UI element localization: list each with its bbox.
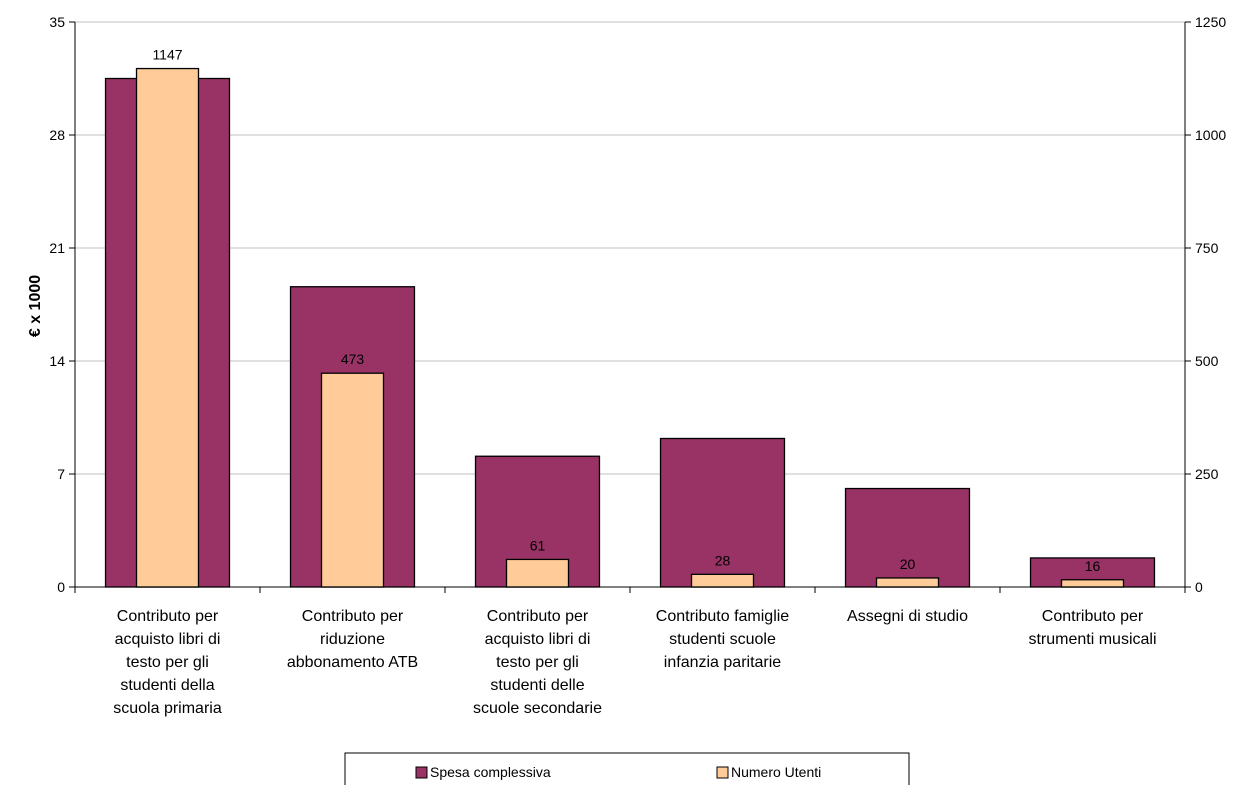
y2-tick-label: 0 (1195, 579, 1203, 595)
y-tick-label: 28 (49, 127, 65, 143)
category-label: Contributo per (302, 608, 404, 625)
bar-utenti (875, 577, 940, 588)
category-label: abbonamento ATB (287, 654, 418, 671)
y2-tick-label: 750 (1195, 240, 1219, 256)
gridlines (75, 21, 1185, 475)
y-tick-label: 21 (49, 240, 65, 256)
bar-utenti (320, 372, 385, 588)
bar-spesa (844, 487, 971, 588)
category-label: Contributo per (1042, 608, 1144, 625)
category-label: acquisto libri di (485, 631, 591, 648)
bars (104, 67, 1156, 588)
bar-spesa (659, 437, 786, 588)
bar-utenti (505, 558, 570, 588)
data-label: 20 (900, 556, 916, 572)
category-label: infanzia paritarie (664, 654, 782, 671)
y2-tick-label: 500 (1195, 353, 1219, 369)
bar-utenti (1060, 579, 1125, 588)
category-label: riduzione (320, 631, 385, 648)
bar-utenti (690, 573, 755, 588)
category-label: scuola primaria (113, 700, 222, 717)
y2-tick-label: 250 (1195, 466, 1219, 482)
data-label: 61 (530, 537, 546, 553)
legend-box (344, 752, 910, 785)
category-label: strumenti musicali (1028, 631, 1156, 648)
category-label: studenti delle (490, 677, 584, 694)
category-label: scuole secondarie (473, 700, 602, 717)
legend-swatch-utenti (716, 766, 729, 779)
legend-label-spesa: Spesa complessiva (430, 764, 551, 780)
category-label: acquisto libri di (115, 631, 221, 648)
data-label: 473 (341, 351, 365, 367)
labels: 1147 Contributo per acquisto libri di testo… (113, 47, 1156, 717)
data-label: 1147 (152, 47, 182, 63)
y-tick-label: 35 (49, 14, 65, 30)
data-label: 28 (715, 552, 731, 568)
legend: Spesa complessiva Numero Utenti (344, 752, 910, 785)
category-label: Contributo per (487, 608, 589, 625)
data-label: 16 (1085, 558, 1101, 574)
legend-swatch-spesa (415, 766, 428, 779)
y-axis-title: € x 1000 (27, 275, 44, 337)
axes: 0 7 14 21 28 35 0 250 500 750 1000 1250 (49, 14, 1226, 595)
category-label: Contributo per (117, 608, 219, 625)
y-tick-label: 14 (49, 353, 65, 369)
legend-label-utenti: Numero Utenti (731, 764, 821, 780)
bar-utenti (135, 67, 200, 588)
category-label: studenti scuole (669, 631, 776, 648)
category-label: studenti della (120, 677, 214, 694)
y2-tick-label: 1250 (1195, 14, 1226, 30)
category-label: testo per gli (496, 654, 579, 671)
y-tick-label: 7 (57, 466, 65, 482)
category-label: testo per gli (126, 654, 209, 671)
category-label: Assegni di studio (847, 608, 968, 625)
y2-tick-label: 1000 (1195, 127, 1226, 143)
y-tick-label: 0 (57, 579, 65, 595)
category-label: Contributo famiglie (656, 608, 790, 625)
